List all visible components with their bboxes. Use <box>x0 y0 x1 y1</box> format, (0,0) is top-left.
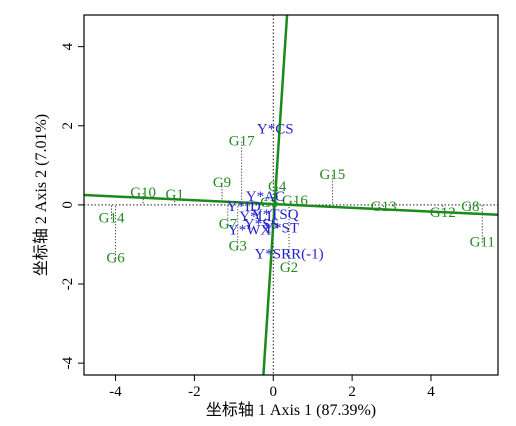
trait-label: Y*SS <box>244 217 279 233</box>
y-axis-ticks: -4 -2 0 2 4 <box>60 42 84 369</box>
genotype-label: G5 <box>260 195 278 211</box>
x-tick-label: -4 <box>109 384 122 400</box>
x-tick-label: -2 <box>188 384 201 400</box>
trait-label: Y*LI <box>239 209 272 225</box>
genotype-label: G14 <box>99 211 125 227</box>
genotype-label: G17 <box>229 134 255 150</box>
genotype-label: G11 <box>470 234 495 250</box>
y-tick-label: -4 <box>60 356 76 369</box>
genotype-label: G6 <box>106 250 125 266</box>
trait-label: Y*CS <box>257 122 294 138</box>
genotype-label: G4 <box>268 179 287 195</box>
genotype-label: G15 <box>319 167 345 183</box>
x-tick-label: 0 <box>270 384 278 400</box>
x-tick-label: 4 <box>427 384 435 400</box>
genotype-label: G16 <box>282 193 308 209</box>
trait-label: Y*WX <box>228 223 271 239</box>
y-tick-label: 2 <box>60 122 76 129</box>
genotype-label: G2 <box>280 260 298 276</box>
y-tick-label: -2 <box>60 278 76 291</box>
x-tick-label: 2 <box>348 384 356 400</box>
genotype-label: G7 <box>219 217 238 233</box>
trait-label: Y*ST <box>263 221 299 237</box>
x-axis-ticks: -4 -2 0 2 4 <box>109 375 435 400</box>
genotype-label: G1 <box>166 187 184 203</box>
genotype-label: G3 <box>229 238 247 254</box>
genotype-label: G13 <box>371 199 397 215</box>
biplot-axis-line-1 <box>83 193 499 217</box>
y-tick-label: 0 <box>60 201 76 209</box>
genotype-label: G8 <box>461 199 479 215</box>
trait-label: Y*AC <box>246 189 285 205</box>
genotype-label: G10 <box>130 185 156 201</box>
genotype-label: G9 <box>213 175 231 191</box>
plot-frame <box>83 14 499 376</box>
trait-label: Y*SRR(-1) <box>254 246 323 262</box>
y-axis-label: 坐标轴 2 Axis 2 (7.01%) <box>32 114 50 276</box>
x-axis-label: 坐标轴 1 Axis 1 (87.39%) <box>206 401 376 419</box>
biplot-axis-line-2 <box>262 14 289 376</box>
trait-label: Y*TSQ <box>252 207 299 223</box>
genotype-label: G12 <box>430 205 456 221</box>
trait-label: Y*ID <box>227 199 261 215</box>
y-tick-label: 4 <box>60 42 76 50</box>
